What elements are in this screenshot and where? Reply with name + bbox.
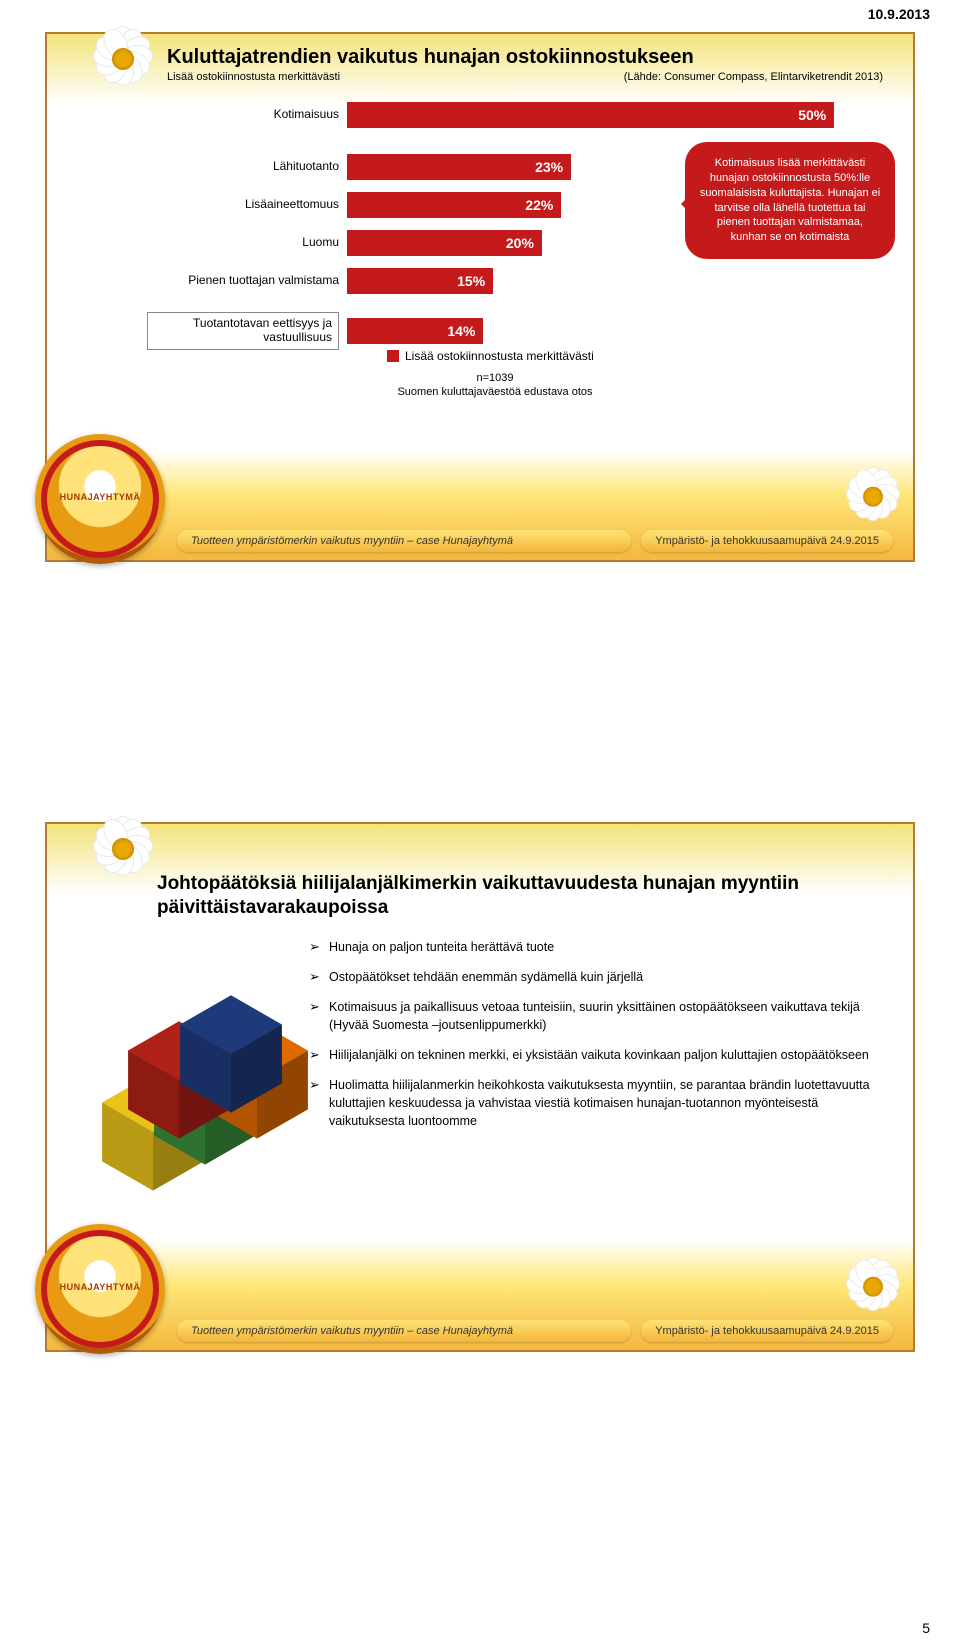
chart-row-label: Luomu (147, 236, 347, 250)
slide-footer: Tuotteen ympäristömerkin vaikutus myynti… (177, 530, 893, 552)
badge-label: HUNAJAYHTYMÄ (35, 492, 165, 502)
bar-track: 50% (347, 102, 883, 128)
slide-footer: Tuotteen ympäristömerkin vaikutus myynti… (177, 1320, 893, 1342)
chart-row-label: Lähituotanto (147, 160, 347, 174)
footer-left: Tuotteen ympäristömerkin vaikutus myynti… (177, 1320, 631, 1342)
sample-n: n=1039 (107, 371, 883, 385)
badge-label: HUNAJAYHTYMÄ (35, 1282, 165, 1292)
slide-1: Kuluttajatrendien vaikutus hunajan ostok… (45, 32, 915, 562)
bar: 22% (347, 192, 561, 218)
chart-row: Kotimaisuus50% (147, 97, 883, 133)
callout-bubble: Kotimaisuus lisää merkittävästi hunajan … (685, 142, 895, 259)
cube-icon (180, 1024, 282, 1082)
chart-row-label: Pienen tuottajan valmistama (147, 274, 347, 288)
footer-left: Tuotteen ympäristömerkin vaikutus myynti… (177, 530, 631, 552)
bar: 23% (347, 154, 571, 180)
footer-right: Ympäristö- ja tehokkuusaamupäivä 24.9.20… (641, 1320, 893, 1342)
brand-badge: HUNAJAYHTYMÄ (35, 434, 165, 564)
bar-track: 14% (347, 318, 883, 344)
bar: 15% (347, 268, 493, 294)
slide-2: Johtopäätöksiä hiilijalanjälkimerkin vai… (45, 822, 915, 1352)
brand-badge: HUNAJAYHTYMÄ (35, 1224, 165, 1354)
chart-row-label: Lisäaineettomuus (147, 198, 347, 212)
page-number: 5 (0, 1612, 960, 1652)
bullet-list: Hunaja on paljon tunteita herättävä tuot… (309, 938, 883, 1143)
bar: 50% (347, 102, 834, 128)
subtitle-row: Lisää ostokiinnostusta merkittävästi (Lä… (167, 71, 883, 83)
chart-row-label: Kotimaisuus (147, 108, 347, 122)
bullet-item: Huolimatta hiilijalanmerkin heikohkosta … (309, 1076, 883, 1130)
slide-title: Johtopäätöksiä hiilijalanjälkimerkin vai… (157, 872, 883, 920)
subtitle-left: Lisää ostokiinnostusta merkittävästi (167, 71, 340, 83)
bar: 14% (347, 318, 483, 344)
chart-legend: Lisää ostokiinnostusta merkittävästi (387, 349, 883, 363)
callout-text: Kotimaisuus lisää merkittävästi hunajan … (700, 157, 880, 243)
bullet-item: Hunaja on paljon tunteita herättävä tuot… (309, 938, 883, 956)
sample-desc: Suomen kuluttajaväestöä edustava otos (107, 385, 883, 399)
bar-track: 15% (347, 268, 883, 294)
bar: 20% (347, 230, 542, 256)
sample-note: n=1039 Suomen kuluttajaväestöä edustava … (107, 371, 883, 400)
slide-title: Kuluttajatrendien vaikutus hunajan ostok… (167, 46, 883, 69)
chart-row: Pienen tuottajan valmistama15% (147, 263, 883, 299)
chart-row-label: Tuotantotavan eettisyys ja vastuullisuus (147, 312, 347, 350)
subtitle-source: (Lähde: Consumer Compass, Elintarviketre… (624, 71, 883, 83)
footer-right: Ympäristö- ja tehokkuusaamupäivä 24.9.20… (641, 530, 893, 552)
bullet-item: Kotimaisuus ja paikallisuus vetoaa tunte… (309, 998, 883, 1034)
cubes-graphic (97, 946, 287, 1166)
chart-row: Tuotantotavan eettisyys ja vastuullisuus… (147, 313, 883, 349)
legend-swatch (387, 350, 399, 362)
bullet-item: Hiilijalanjälki on tekninen merkki, ei y… (309, 1046, 883, 1064)
bullet-item: Ostopäätökset tehdään enemmän sydämellä … (309, 968, 883, 986)
legend-label: Lisää ostokiinnostusta merkittävästi (405, 349, 594, 363)
